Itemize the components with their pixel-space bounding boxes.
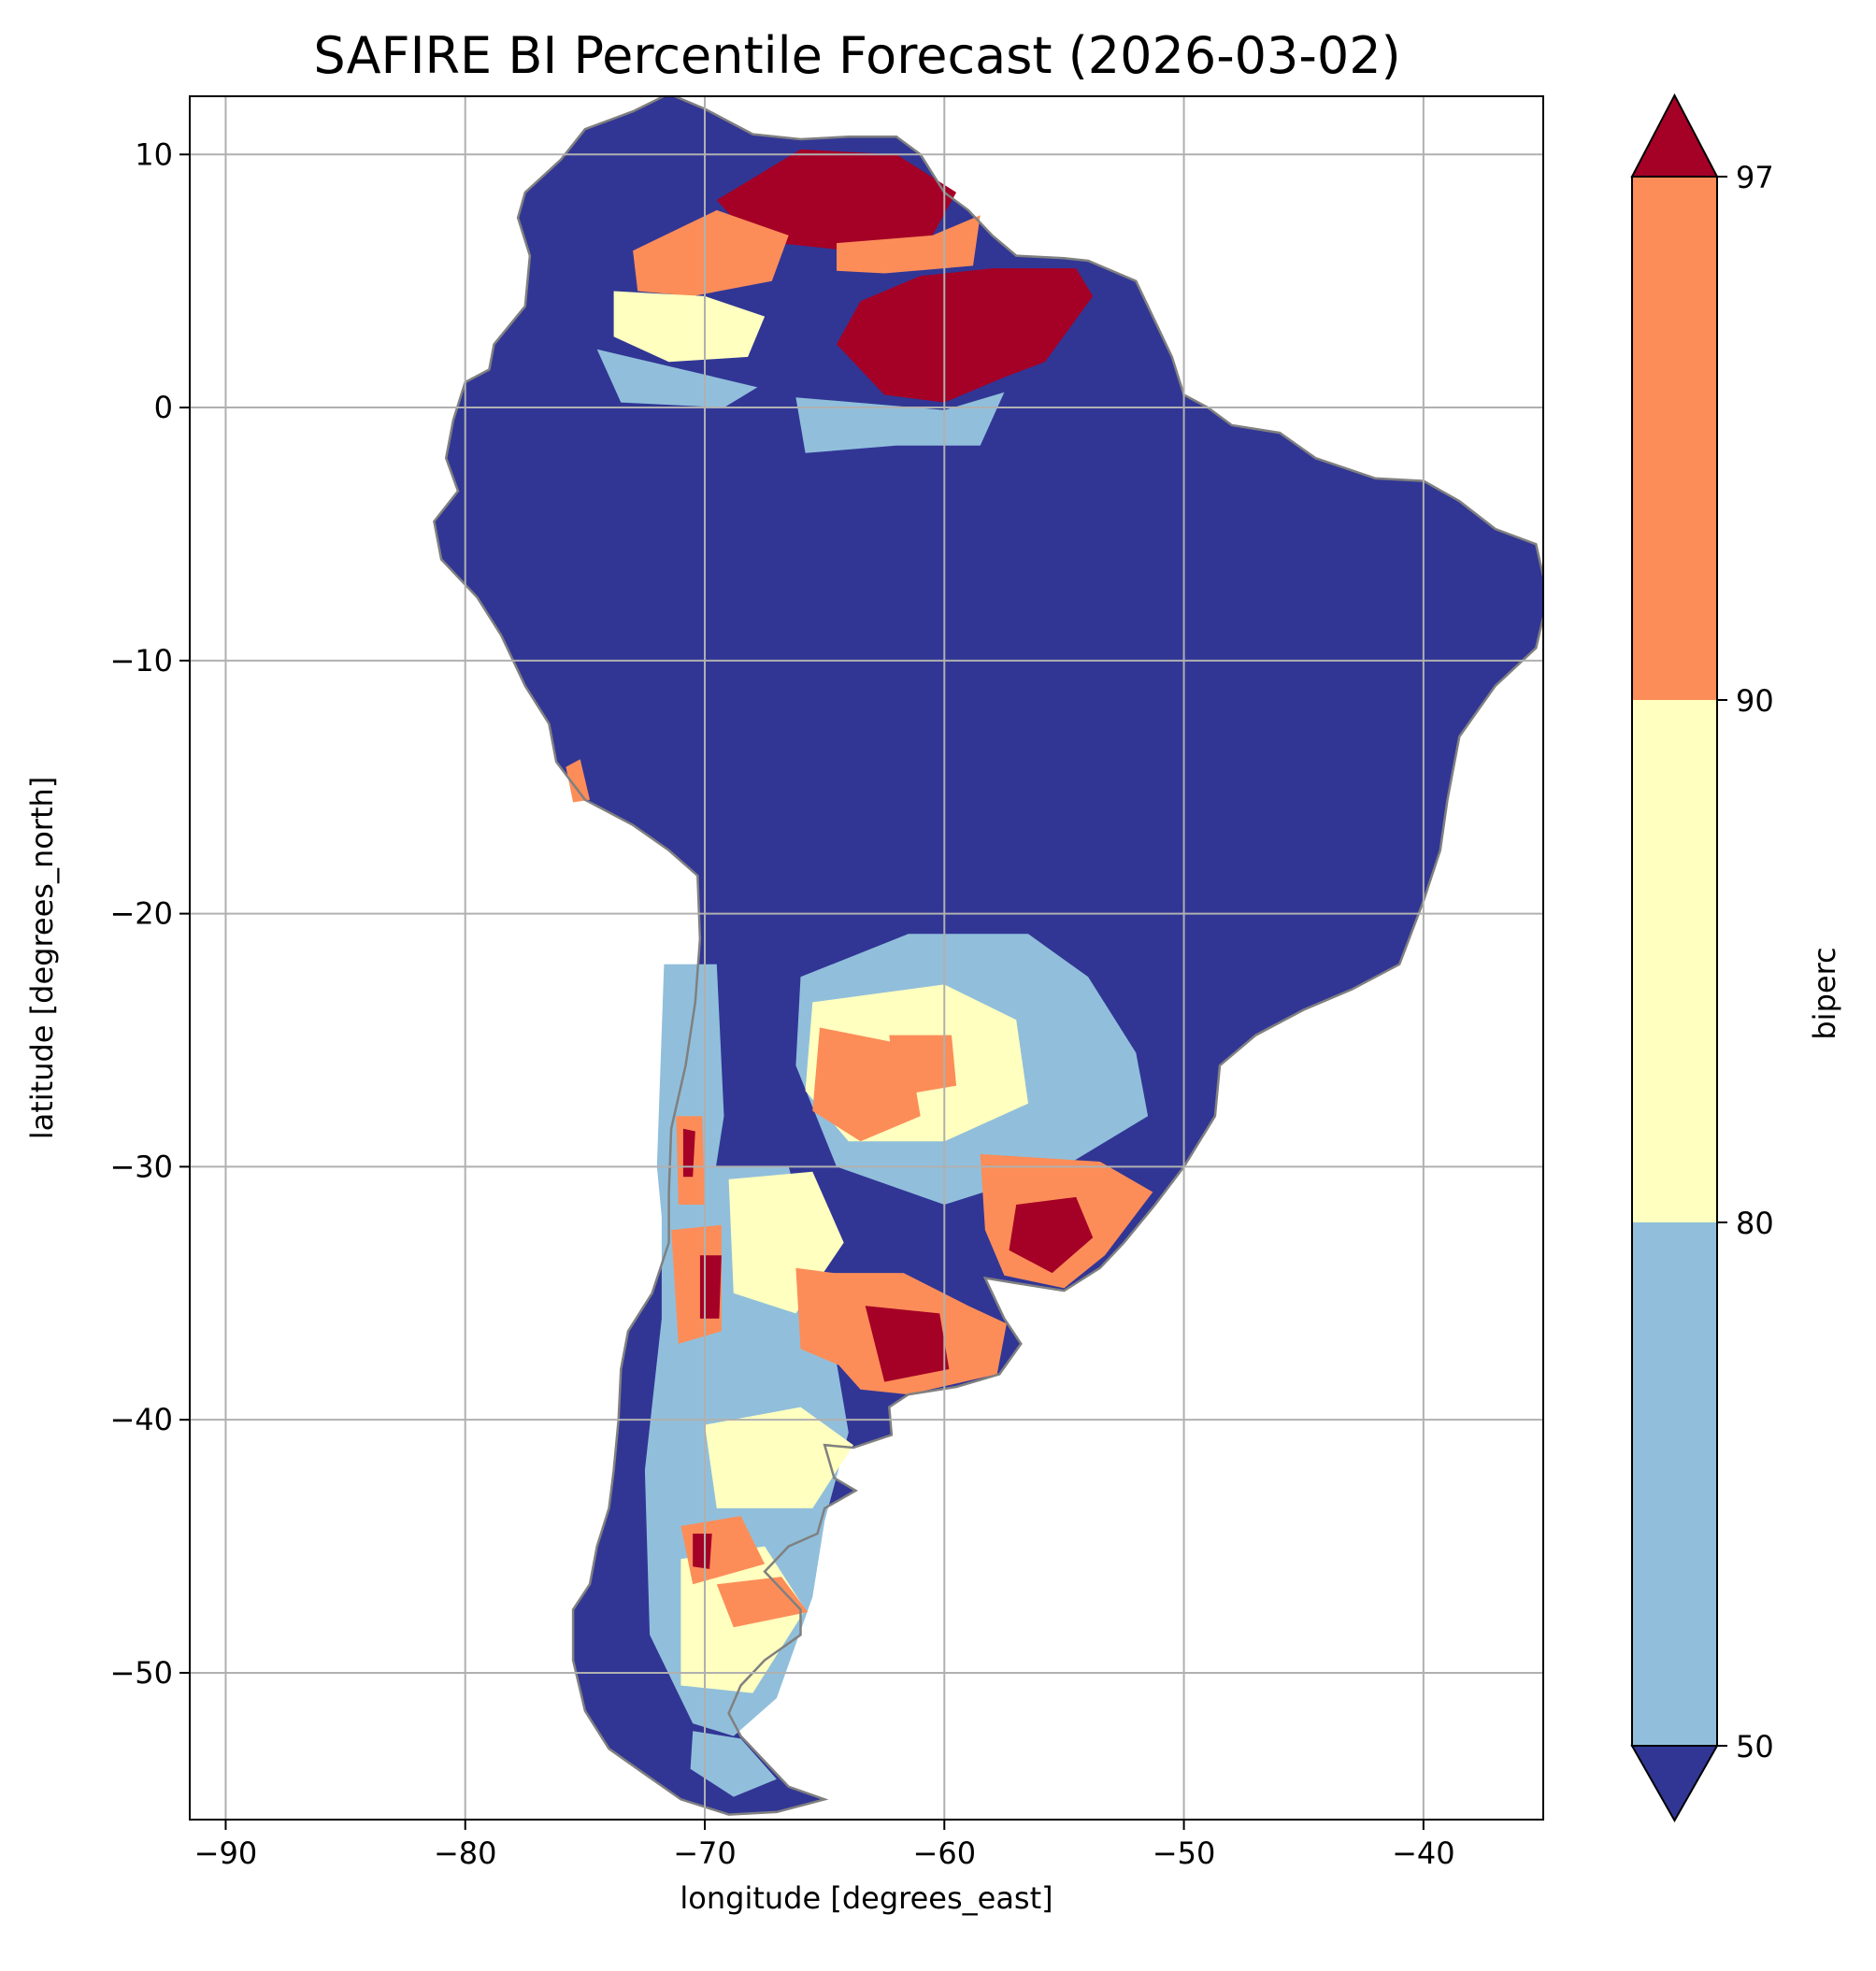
region-peru-coast: [566, 759, 590, 803]
colorbar-tick-label: 90: [1736, 683, 1774, 719]
region-colombia-llanos: [633, 209, 789, 296]
region-venezuela-north: [716, 149, 957, 251]
region-colombia-east: [613, 291, 766, 363]
x-tick-label: −80: [434, 1835, 497, 1871]
colorbar-bin-90-97: [1632, 177, 1717, 700]
region-chile-30s: [682, 1128, 695, 1178]
coastline: [433, 96, 1543, 1816]
y-axis-label: latitude [degrees_north]: [24, 777, 60, 1140]
y-tick-label: −30: [109, 1149, 173, 1184]
y-tick-label: −50: [109, 1655, 173, 1691]
x-tick-label: −90: [194, 1835, 258, 1871]
colorbar-tick-label: 80: [1736, 1206, 1774, 1241]
y-tick-label: 0: [154, 390, 173, 425]
percentile-region-layer: [433, 96, 1543, 1816]
region-northern-patagonia: [705, 1407, 853, 1508]
region-chubut-west: [693, 1534, 712, 1569]
x-tick-label: −70: [673, 1835, 737, 1871]
colorbar-tick-label: 50: [1736, 1729, 1774, 1764]
colorbar-bin-80-90: [1632, 700, 1717, 1222]
colorbar-label: biperc: [1807, 947, 1842, 1039]
colorbar-tick-label: 97: [1736, 160, 1774, 195]
region-mendoza: [699, 1255, 722, 1319]
region-colombia-south: [596, 349, 758, 408]
region-tierra-del-fuego: [690, 1731, 777, 1797]
colorbar-bin-50-80: [1632, 1222, 1717, 1746]
region-uruguay-core: [1009, 1196, 1094, 1274]
y-tick-label: −20: [109, 896, 173, 932]
x-axis-label: longitude [degrees_east]: [680, 1880, 1053, 1916]
grid-lines: [190, 96, 1543, 1820]
colorbar: 50 80 90 97: [1630, 93, 1774, 1823]
map-plot-area: −90 −80 −70 −60 −50 −40 10 0 −10 −20 −30 −40 −50: [109, 95, 1544, 1871]
y-tick-label: 10: [135, 136, 173, 172]
x-tick-label: −40: [1392, 1835, 1455, 1871]
colorbar-frame: [1631, 176, 1718, 1747]
axis-ticks: −90 −80 −70 −60 −50 −40 10 0 −10 −20 −30 −40 −50: [109, 136, 1454, 1871]
plot-frame: [189, 95, 1544, 1821]
chart-title: SAFIRE BI Percentile Forecast (2026-03-0…: [313, 26, 1400, 85]
region-guiana-highlands: [837, 268, 1094, 403]
region-chaco-east: [889, 1035, 957, 1096]
y-tick-label: −10: [109, 643, 173, 678]
region-buenos-aires-south: [865, 1306, 950, 1382]
region-golfo-san-jorge: [716, 1577, 809, 1628]
x-tick-label: −60: [913, 1835, 977, 1871]
y-tick-label: −40: [109, 1402, 173, 1437]
x-tick-label: −50: [1153, 1835, 1216, 1871]
